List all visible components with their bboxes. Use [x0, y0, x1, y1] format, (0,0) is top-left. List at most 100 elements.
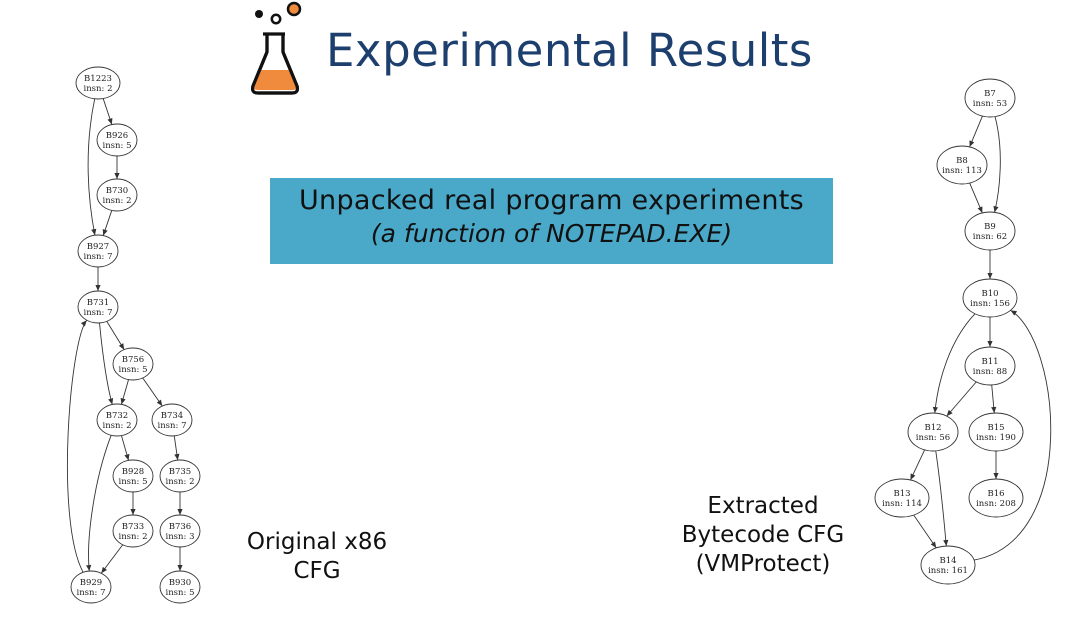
cfg-node-insn: insn: 190 — [976, 433, 1016, 443]
cfg-node-label: B930 — [169, 578, 191, 588]
cfg-edge-arrowhead — [993, 473, 999, 479]
cfg-edge — [935, 450, 947, 547]
cfg-node-insn: insn: 5 — [118, 365, 147, 375]
cfg-edge-arrowhead — [910, 473, 916, 480]
cfg-node-ellipse — [962, 278, 1018, 318]
cfg-edge-arrowhead — [177, 565, 183, 571]
cfg-edge-arrowhead — [130, 509, 136, 515]
cfg-node-ellipse — [151, 403, 193, 437]
cfg-node-ellipse — [96, 178, 138, 212]
cfg-edge-arrowhead — [930, 541, 937, 548]
cfg-edge-arrowhead — [177, 509, 183, 515]
cfg-edge — [66, 319, 88, 573]
cfg-node-ellipse — [77, 234, 119, 268]
cfg-node-label: B736 — [169, 522, 191, 532]
flask-icon — [250, 1, 302, 95]
caption-original-cfg: Original x86 CFG — [236, 528, 398, 586]
cfg-node-label: B11 — [981, 357, 998, 367]
cfg-node-label: B15 — [987, 423, 1004, 433]
cfg-edge-arrowhead — [91, 228, 97, 236]
cfg-node-ellipse — [112, 347, 154, 381]
cfg-node-insn: insn: 2 — [165, 477, 194, 487]
cfg-edge-arrowhead — [946, 409, 953, 417]
cfg-node-insn: insn: 88 — [973, 367, 1007, 377]
caption-left-line-1: Original x86 — [246, 529, 388, 555]
cfg-node-ellipse — [159, 570, 201, 604]
cfg-edge-arrowhead — [943, 539, 949, 547]
cfg-node-ellipse — [874, 478, 930, 518]
cfg-edge — [88, 435, 112, 572]
cfg-edge — [934, 313, 976, 414]
cfg-node-ellipse — [964, 211, 1016, 251]
cfg-node-insn: insn: 2 — [102, 421, 131, 431]
cfg-node-label: B734 — [161, 411, 183, 421]
cfg-node-ellipse — [75, 66, 121, 100]
cfg-node-label: B731 — [87, 298, 109, 308]
cfg-node-insn: insn: 53 — [973, 99, 1007, 109]
cfg-edge-arrowhead — [1010, 310, 1018, 316]
cfg-node-insn: insn: 62 — [973, 232, 1007, 242]
cfg-node-label: B733 — [122, 522, 144, 532]
cfg-edge — [994, 116, 1001, 213]
cfg-node-ellipse — [920, 545, 976, 585]
cfg-node-ellipse — [936, 145, 988, 185]
cfg-node-insn: insn: 7 — [157, 421, 186, 431]
cfg-edge-arrowhead — [108, 397, 114, 405]
cfg-node-label: B928 — [122, 467, 144, 477]
cfg-node-insn: insn: 113 — [942, 166, 982, 176]
cfg-node-ellipse — [159, 459, 201, 493]
cfg-node-ellipse — [907, 412, 959, 452]
cfg-edge-arrowhead — [991, 406, 997, 414]
cfg-edge-arrowhead — [102, 229, 108, 236]
cfg-node-label: B7 — [984, 89, 996, 99]
cfg-edge-arrowhead — [124, 453, 130, 461]
cfg-node-label: B9 — [984, 222, 996, 232]
cfg-node-insn: insn: 161 — [928, 566, 968, 576]
cfg-node-insn: insn: 7 — [83, 308, 112, 318]
caption-bytecode-cfg: Extracted Bytecode CFG (VMProtect) — [662, 492, 864, 579]
caption-right-line-3: (VMProtect) — [695, 551, 831, 577]
cfg-edge-arrowhead — [118, 343, 125, 350]
cfg-node-label: B735 — [169, 467, 191, 477]
cfg-node-insn: insn: 2 — [102, 196, 131, 206]
cfg-edge-arrowhead — [987, 341, 993, 347]
cfg-node-label: B929 — [80, 578, 102, 588]
cfg-edge-arrowhead — [174, 453, 180, 461]
cfg-node-label: B8 — [956, 156, 968, 166]
cfg-edge-arrowhead — [932, 406, 938, 414]
cfg-edge-arrowhead — [107, 118, 113, 125]
caption-right-line-1: Extracted — [707, 493, 819, 519]
cfg-node-insn: insn: 5 — [118, 477, 147, 487]
caption-left-line-2: CFG — [293, 558, 341, 584]
cfg-edge — [913, 514, 937, 549]
cfg-node-label: B12 — [924, 423, 941, 433]
cfg-node-insn: insn: 114 — [882, 499, 922, 509]
experiment-banner: Unpacked real program experiments (a fun… — [270, 178, 833, 264]
cfg-edge — [87, 98, 96, 236]
cfg-edge-arrowhead — [969, 140, 975, 147]
cfg-edge — [946, 381, 977, 417]
cfg-node-ellipse — [96, 403, 138, 437]
cfg-node-ellipse — [968, 412, 1024, 452]
cfg-node-insn: insn: 5 — [165, 588, 194, 598]
cfg-node-label: B756 — [122, 355, 144, 365]
cfg-node-label: B13 — [893, 489, 910, 499]
cfg-node-ellipse — [112, 459, 154, 493]
cfg-node-ellipse — [112, 514, 154, 548]
cfg-node-ellipse — [159, 514, 201, 548]
cfg-node-label: B14 — [939, 556, 956, 566]
cfg-edge-arrowhead — [86, 564, 92, 572]
cfg-node-label: B1223 — [84, 74, 112, 84]
